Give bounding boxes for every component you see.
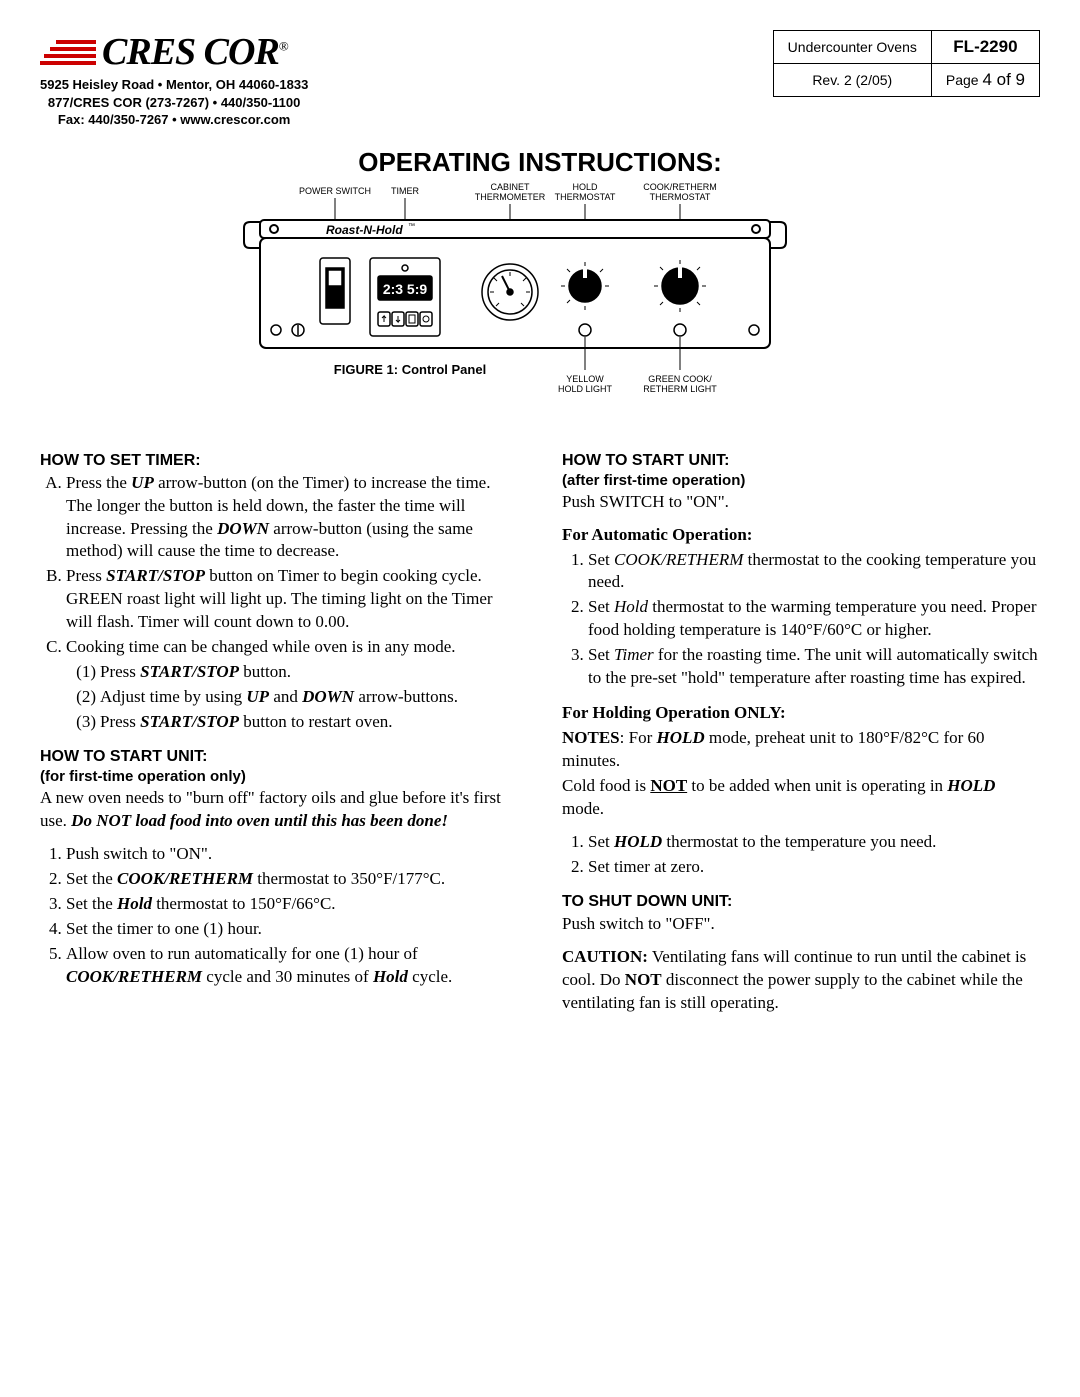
heading-shutdown: TO SHUT DOWN UNIT: [562,893,1040,911]
doc-product: Undercounter Ovens [773,31,931,64]
control-panel-diagram: POWER SWITCH TIMER CABINETTHERMOMETER HO… [230,182,850,412]
svg-text:2:3 5:9: 2:3 5:9 [383,281,428,297]
figure-control-panel: POWER SWITCH TIMER CABINETTHERMOMETER HO… [40,182,1040,412]
svg-text:OFF: OFF [330,312,340,318]
svg-text:HOLD: HOLD [572,182,598,192]
first-step-3: Set the Hold thermostat to 150°F/66°C. [66,893,518,916]
set-timer-item-c: Cooking time can be changed while oven i… [66,636,518,734]
set-timer-list: Press the UP arrow-button (on the Timer)… [40,472,518,734]
auto-step-3: Set Timer for the roasting time. The uni… [588,644,1040,690]
svg-text:Roast-N-Hold: Roast-N-Hold [326,223,403,237]
hold-step-2: Set timer at zero. [588,856,1040,879]
heading-start-after: HOW TO START UNIT: [562,452,1040,470]
svg-text:POWER SWITCH: POWER SWITCH [299,186,371,196]
subhead-first-time: (for first-time operation only) [40,768,518,785]
svg-text:CABINET: CABINET [490,182,530,192]
set-timer-sublist: Press START/STOP button. Adjust time by … [66,661,518,734]
svg-text:140: 140 [552,284,561,290]
hold-notes-2: Cold food is NOT to be added when unit i… [562,775,1040,821]
address-line-3: Fax: 440/350-7267 • www.crescor.com [40,111,308,129]
push-off: Push switch to "OFF". [562,913,1040,936]
hold-op-list: Set HOLD thermostat to the temperature y… [562,831,1040,879]
document-info-box: Undercounter Ovens FL-2290 Rev. 2 (2/05)… [773,30,1040,97]
svg-text:240: 240 [651,261,660,267]
auto-step-1: Set COOK/RETHERM thermostat to the cooki… [588,549,1040,595]
svg-text:OFF: OFF [689,315,699,321]
doc-revision: Rev. 2 (2/05) [773,64,931,97]
svg-text:180: 180 [651,306,660,312]
doc-number: FL-2290 [931,31,1039,64]
hold-step-1: Set HOLD thermostat to the temperature y… [588,831,1040,854]
svg-text:OFF: OFF [610,284,620,290]
svg-text:FIGURE 1: Control Panel: FIGURE 1: Control Panel [334,362,486,377]
address-line-2: 877/CRES COR (273-7267) • 440/350-1100 [40,94,308,112]
svg-text:THERMOSTAT: THERMOSTAT [555,192,616,202]
hold-notes-1: NOTES: For HOLD mode, preheat unit to 18… [562,727,1040,773]
svg-text:350: 350 [702,306,711,312]
svg-text:270: 270 [676,254,685,260]
svg-text:COOK/RETHERM: COOK/RETHERM [643,182,717,192]
heading-start-first: HOW TO START UNIT: [40,748,518,766]
logo-block: CRES COR® 5925 Heisley Road • Mentor, OH… [40,30,308,129]
svg-text:ON: ON [331,261,339,267]
svg-text:160: 160 [559,264,568,270]
svg-text:THERMOMETER: THERMOMETER [475,192,546,202]
left-column: HOW TO SET TIMER: Press the UP arrow-but… [40,438,518,1025]
svg-text:THERMOSTAT: THERMOSTAT [650,192,711,202]
auto-step-2: Set Hold thermostat to the warming tempe… [588,596,1040,642]
logo: CRES COR® [40,30,308,74]
content-columns: HOW TO SET TIMER: Press the UP arrow-but… [40,438,1040,1025]
address-block: 5925 Heisley Road • Mentor, OH 44060-183… [40,76,308,129]
svg-text:200: 200 [604,264,613,270]
page-title: OPERATING INSTRUCTIONS: [40,147,1040,178]
svg-text:150: 150 [664,315,673,321]
brand-text: CRES COR [102,31,279,73]
svg-text:GREEN COOK/: GREEN COOK/ [648,374,712,384]
auto-op-list: Set COOK/RETHERM thermostat to the cooki… [562,549,1040,691]
sub-item-1: Press START/STOP button. [100,661,518,684]
caution-text: CAUTION: Ventilating fans will continue … [562,946,1040,1015]
first-time-intro: A new oven needs to "burn off" factory o… [40,787,518,833]
svg-text:120: 120 [559,304,568,310]
right-column: HOW TO START UNIT: (after first-time ope… [562,438,1040,1025]
svg-text:TIMER: TIMER [391,186,419,196]
svg-text:HOLD LIGHT: HOLD LIGHT [558,384,613,394]
heading-set-timer: HOW TO SET TIMER: [40,452,518,470]
header: CRES COR® 5925 Heisley Road • Mentor, OH… [40,30,1040,129]
svg-text:RETHERM LIGHT: RETHERM LIGHT [643,384,717,394]
first-step-5: Allow oven to run automatically for one … [66,943,518,989]
svg-text:YELLOW: YELLOW [566,374,604,384]
subhead-after-first: (after first-time operation) [562,472,1040,489]
first-time-list: Push switch to "ON". Set the COOK/RETHER… [40,843,518,989]
set-timer-item-b: Press START/STOP button on Timer to begi… [66,565,518,634]
svg-text:210: 210 [644,284,653,290]
svg-text:™: ™ [408,223,415,230]
svg-text:180: 180 [581,256,590,262]
svg-text:100: 100 [581,313,590,319]
svg-text:TIMER: TIMER [396,338,415,344]
registered-mark: ® [279,38,288,53]
doc-page: Page 4 of 9 [931,64,1039,97]
svg-text:325: 325 [709,284,718,290]
logo-stripes-icon [40,37,96,68]
sub-item-2: Adjust time by using UP and DOWN arrow-b… [100,686,518,709]
heading-auto-op: For Automatic Operation: [562,524,1040,547]
svg-text:POWER: POWER [324,338,347,344]
brand-name: CRES COR® [102,30,288,74]
svg-text:300: 300 [702,261,711,267]
set-timer-item-a: Press the UP arrow-button (on the Timer)… [66,472,518,564]
first-step-2: Set the COOK/RETHERM thermostat to 350°F… [66,868,518,891]
push-on: Push SWITCH to "ON". [562,491,1040,514]
first-step-4: Set the timer to one (1) hour. [66,918,518,941]
address-line-1: 5925 Heisley Road • Mentor, OH 44060-183… [40,76,308,94]
svg-text:HOURS MINUTES: HOURS MINUTES [382,303,429,309]
sub-item-3: Press START/STOP button to restart oven. [100,711,518,734]
heading-hold-only: For Holding Operation ONLY: [562,702,1040,725]
first-step-1: Push switch to "ON". [66,843,518,866]
